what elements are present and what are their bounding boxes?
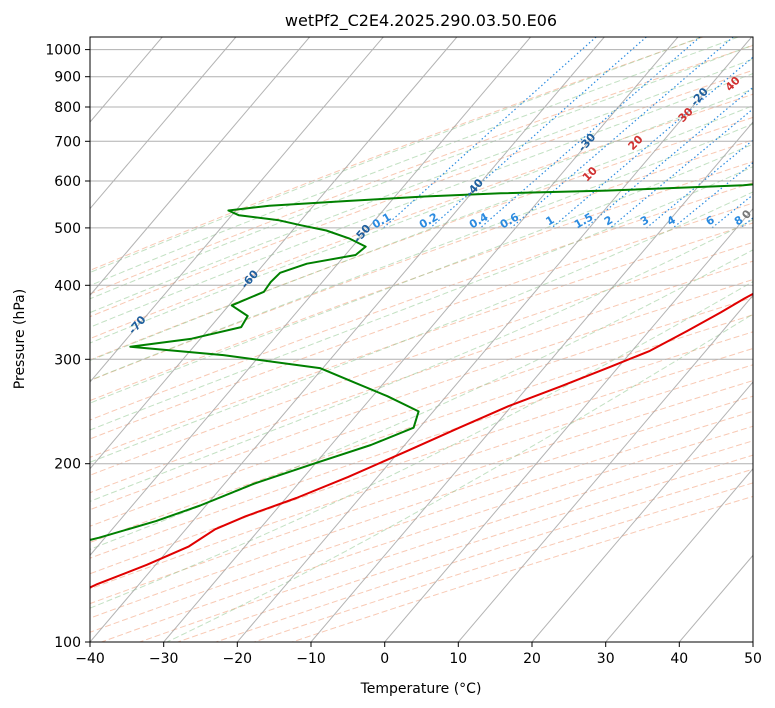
y-tick-label: 400 — [54, 278, 81, 294]
moist-adiabat-line — [90, 281, 753, 609]
x-tick-label: 30 — [597, 651, 615, 667]
plot-frame — [89, 36, 754, 643]
dry-adiabat-line — [90, 44, 753, 295]
dry-adiabat-line — [90, 69, 753, 318]
dry-adiabat-line — [90, 279, 753, 511]
mixing-ratio-label: 10 — [752, 211, 772, 230]
y-tick-label: 800 — [54, 100, 81, 116]
dry-adiabat-line — [90, 347, 753, 575]
dry-adiabat-line — [90, 202, 753, 440]
y-tick-label: 900 — [54, 70, 81, 86]
mixing-ratio-line — [763, 37, 775, 228]
dry-adiabat-line — [177, 454, 753, 642]
mixing-ratio-line — [672, 161, 753, 229]
mixing-ratio-line — [551, 56, 753, 229]
dry-adiabat-line — [90, 410, 753, 633]
mixing-ratio-line — [510, 37, 734, 229]
isotherm-line — [90, 37, 605, 642]
isotherm-line — [384, 207, 753, 642]
sounding-traces — [90, 183, 753, 589]
dry-adiabat-line — [90, 37, 704, 271]
mixing-ratio-line — [646, 139, 753, 229]
isotherm-line — [90, 37, 237, 210]
mixing-ratio-line — [383, 37, 597, 229]
x-tick-label: −30 — [149, 651, 179, 667]
mixing-ratio-label: 4 — [665, 213, 678, 228]
moist-adiabat-line — [90, 73, 753, 328]
mixing-ratio-line — [609, 108, 753, 229]
isotherm-line — [531, 381, 753, 642]
y-tick-label: 1000 — [45, 43, 81, 59]
y-tick-label: 100 — [54, 635, 81, 651]
moist-adiabat-line — [166, 313, 753, 642]
moist-adiabat-line — [90, 37, 739, 287]
isotherm-line — [90, 37, 384, 383]
mixing-ratio-line — [479, 37, 701, 229]
x-tick-label: 0 — [380, 651, 389, 667]
moist-adiabat-line — [90, 249, 753, 550]
theta-label: 20 — [626, 133, 646, 153]
y-axis-label: Pressure (hPa) — [12, 289, 28, 389]
isotherm-line — [90, 37, 531, 557]
moist-adiabat-line — [90, 37, 702, 274]
in-plot-labels: 0.10.20.40.611.52346810131620253036-100-… — [126, 74, 772, 337]
isotherm-line — [605, 467, 753, 642]
moist-adiabat-line — [90, 58, 753, 314]
dry-adiabat-line — [90, 296, 753, 527]
chart-title: wetPf2_C2E4.2025.290.03.50.E06 — [285, 11, 557, 31]
x-tick-label: 10 — [449, 651, 467, 667]
x-axis: −40 −30 −20 −10 0 10 20 30 40 50 — [75, 642, 762, 667]
moist-adiabat-line — [90, 166, 753, 431]
isotherm-line — [752, 641, 753, 642]
isotherm-line — [90, 37, 458, 470]
isotherm-line — [90, 37, 310, 297]
isotherm-line — [236, 37, 752, 642]
moist-adiabat-line — [90, 44, 753, 300]
dewpoint-trace — [90, 183, 753, 541]
dry-adiabat-line — [90, 182, 753, 421]
y-tick-label: 700 — [54, 134, 81, 150]
x-tick-label: 40 — [670, 651, 688, 667]
dry-adiabat-line — [90, 222, 753, 458]
dry-adiabat-line — [90, 331, 753, 559]
grid-lines — [90, 37, 753, 642]
y-tick-label: 600 — [54, 174, 81, 190]
x-tick-label: −40 — [75, 651, 105, 667]
moist-adiabat-line — [90, 143, 753, 404]
mixing-ratio-label: 3 — [638, 213, 651, 228]
y-axis: 1000 900 800 700 600 500 400 300 200 100 — [45, 43, 90, 651]
y-tick-label: 300 — [54, 352, 81, 368]
isotherm-line — [310, 121, 753, 642]
mixing-ratio-line — [740, 217, 753, 229]
temperature-trace — [90, 292, 753, 589]
y-tick-label: 200 — [54, 457, 81, 473]
background-lines — [90, 37, 775, 642]
dry-adiabat-line — [90, 380, 753, 605]
dry-adiabat-line — [292, 495, 753, 642]
mixing-ratio-label: 1 — [543, 213, 556, 228]
isotherm-line — [163, 37, 679, 642]
isotherm-line — [457, 294, 753, 642]
x-tick-label: 20 — [523, 651, 541, 667]
dry-adiabat-line — [90, 395, 753, 619]
x-tick-label: 50 — [744, 651, 762, 667]
x-axis-label: Temperature (°C) — [360, 681, 482, 697]
dry-adiabat-line — [90, 161, 753, 402]
y-tick-label: 500 — [54, 221, 81, 237]
x-tick-label: −10 — [296, 651, 326, 667]
moist-adiabat-line — [90, 219, 753, 502]
x-tick-label: −20 — [223, 651, 253, 667]
